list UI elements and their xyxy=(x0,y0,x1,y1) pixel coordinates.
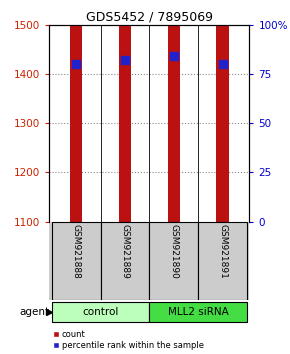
Text: GSM921889: GSM921889 xyxy=(120,224,129,279)
Bar xyxy=(70,0,82,222)
FancyBboxPatch shape xyxy=(149,302,247,322)
FancyBboxPatch shape xyxy=(198,222,247,300)
Legend: count, percentile rank within the sample: count, percentile rank within the sample xyxy=(50,326,207,354)
Text: control: control xyxy=(82,307,119,316)
Point xyxy=(220,61,225,67)
FancyBboxPatch shape xyxy=(52,302,149,322)
Title: GDS5452 / 7895069: GDS5452 / 7895069 xyxy=(86,11,213,24)
Point xyxy=(74,61,79,67)
Point xyxy=(123,57,127,63)
Text: agent: agent xyxy=(20,307,50,316)
Text: GSM921891: GSM921891 xyxy=(218,224,227,279)
Point xyxy=(171,53,176,59)
FancyBboxPatch shape xyxy=(52,222,101,300)
FancyBboxPatch shape xyxy=(149,222,198,300)
Text: GSM921890: GSM921890 xyxy=(169,224,178,279)
Text: GSM921888: GSM921888 xyxy=(72,224,81,279)
Text: MLL2 siRNA: MLL2 siRNA xyxy=(168,307,229,316)
Bar xyxy=(216,0,229,222)
FancyBboxPatch shape xyxy=(101,222,149,300)
Bar xyxy=(119,0,131,222)
Bar xyxy=(168,0,180,222)
